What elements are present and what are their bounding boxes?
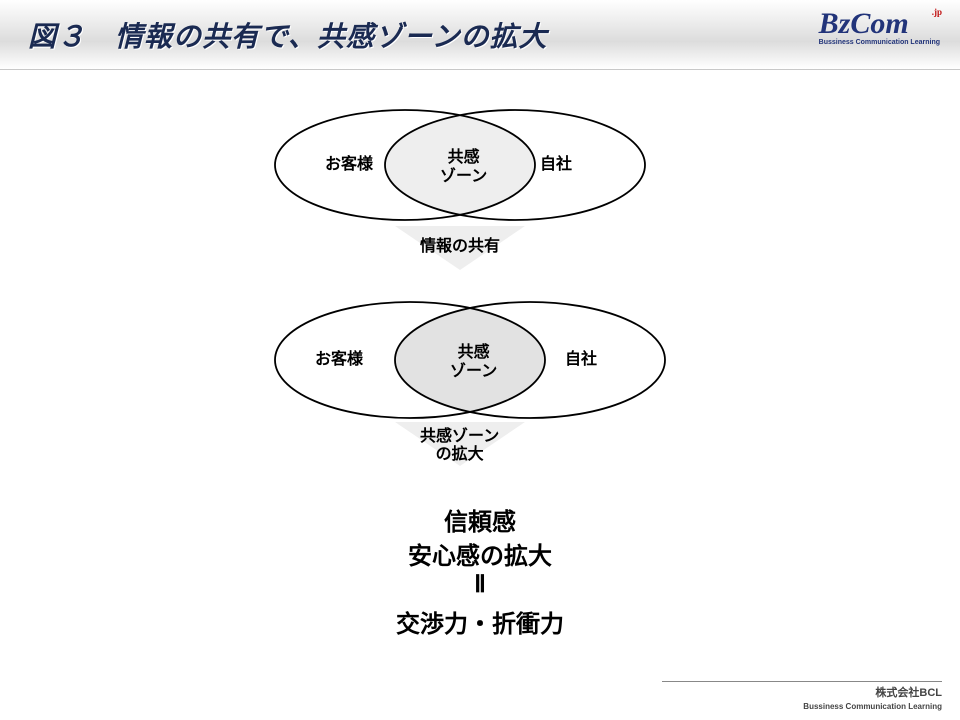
venn-bottom-left-label: お客様: [315, 350, 363, 369]
venn-bottom-right-label: 自社: [565, 350, 597, 369]
brand-name: BzCom .jp: [819, 10, 940, 37]
title-bar: 図３ 情報の共有で、共感ゾーンの拡大 BzCom .jp Bussiness C…: [0, 0, 960, 70]
conclusion-line: 信頼感: [0, 502, 960, 537]
footer-tagline: Bussiness Communication Learning: [803, 702, 942, 711]
conclusion-line: 交渉力・折衝力: [0, 604, 960, 639]
arrow-2-label: 共感ゾーン の拡大: [420, 428, 499, 465]
footer: 株式会社BCL Bussiness Communication Learning: [662, 681, 942, 712]
venn-bottom-center-label: 共感 ゾーン: [450, 343, 497, 381]
venn-top-right-label: 自社: [540, 155, 572, 174]
slide-title: 図３ 情報の共有で、共感ゾーンの拡大: [28, 15, 547, 55]
footer-company: 株式会社BCL: [875, 687, 942, 699]
conclusion-line: 安心感の拡大: [0, 536, 960, 571]
venn-top-left-label: お客様: [325, 155, 373, 174]
conclusion-line: Ⅱ: [0, 570, 960, 599]
arrow-1-label: 情報の共有: [420, 238, 500, 256]
brand-jp-suffix: .jp: [932, 8, 942, 16]
brand-tagline: Bussiness Communication Learning: [819, 39, 940, 46]
venn-top-center-label: 共感 ゾーン: [440, 148, 487, 186]
brand-logo: BzCom .jp Bussiness Communication Learni…: [819, 10, 940, 46]
diagram-stage: お客様 共感 ゾーン 自社 情報の共有 お客様 共感 ゾーン 自社 共感ゾーン …: [0, 70, 960, 690]
